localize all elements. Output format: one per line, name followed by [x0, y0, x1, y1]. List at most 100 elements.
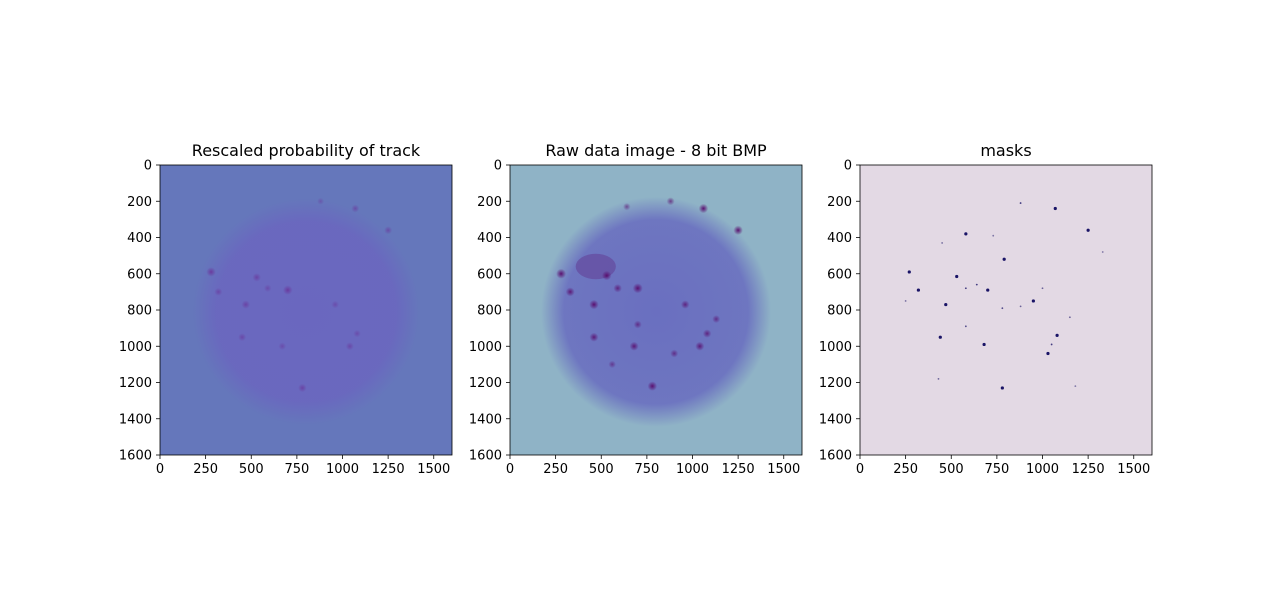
- x-tick-label: 1500: [767, 462, 800, 477]
- y-tick-label: 1600: [819, 449, 852, 464]
- y-tick-label: 1400: [469, 412, 502, 427]
- heatmap-spot: [986, 288, 990, 292]
- heatmap-spot: [1046, 351, 1050, 356]
- y-tick-label: 1200: [819, 376, 852, 391]
- heatmap-image: [510, 165, 802, 455]
- heatmap-spot: [252, 273, 261, 282]
- y-tick-label: 200: [127, 195, 152, 210]
- heatmap-spot: [1101, 251, 1104, 253]
- y-tick-label: 1400: [119, 412, 152, 427]
- heatmap-disc: [541, 196, 771, 427]
- heatmap-spot: [608, 360, 616, 369]
- y-tick-label: 1600: [119, 449, 152, 464]
- heatmap-spot: [1000, 386, 1004, 390]
- heatmap-spot: [345, 342, 354, 351]
- x-tick-label: 750: [284, 462, 309, 477]
- heatmap-image: [860, 165, 1152, 455]
- heatmap-spot: [904, 300, 907, 302]
- heatmap-spot: [937, 377, 940, 380]
- heatmap-spot: [944, 302, 948, 307]
- panel-rescaled-probability: Rescaled probability of track 0 250 500 750…: [119, 141, 453, 477]
- heatmap-spot: [670, 349, 679, 358]
- heatmap-spot: [1001, 307, 1004, 310]
- heatmap-spot: [263, 284, 272, 292]
- heatmap-spot: [317, 197, 325, 205]
- heatmap-spot: [238, 333, 247, 342]
- heatmap-spot: [206, 267, 216, 277]
- heatmap-spot: [1074, 385, 1077, 388]
- heatmap-disc: [192, 198, 420, 425]
- heatmap-spot: [695, 341, 705, 351]
- x-tick-label: 750: [634, 462, 659, 477]
- y-tick-label: 400: [827, 231, 852, 246]
- heatmap-spot: [601, 270, 612, 281]
- heatmap-spot: [955, 274, 959, 279]
- heatmap-spot: [712, 315, 721, 324]
- x-tick-label: 1000: [676, 462, 709, 477]
- heatmap-spot: [351, 204, 360, 213]
- x-tick-label: 1500: [1117, 462, 1150, 477]
- y-tick-label: 1200: [469, 376, 502, 391]
- y-tick-label: 200: [477, 195, 502, 210]
- heatmap-spot: [680, 300, 690, 309]
- heatmap-spot: [556, 268, 567, 279]
- x-tick-label: 500: [589, 462, 614, 477]
- heatmap-spot: [278, 342, 287, 350]
- panel-title: Raw data image - 8 bit BMP: [545, 141, 767, 160]
- x-tick-label: 250: [543, 462, 568, 477]
- x-tick-label: 1000: [326, 462, 359, 477]
- heatmap-spot: [565, 287, 575, 297]
- heatmap-spot: [1019, 202, 1022, 204]
- heatmap-spot: [941, 242, 944, 244]
- x-tick-label: 500: [239, 462, 264, 477]
- heatmap-spot: [1002, 257, 1006, 261]
- y-tick-label: 800: [477, 304, 502, 319]
- y-tick-label: 800: [127, 304, 152, 319]
- heatmap-spot: [975, 283, 978, 286]
- y-tick-label: 1600: [469, 449, 502, 464]
- heatmap-spot: [589, 332, 599, 342]
- heatmap-spot: [353, 329, 361, 338]
- heatmap-spot: [623, 202, 631, 211]
- x-tick-label: 250: [893, 462, 918, 477]
- y-tick-label: 0: [844, 159, 852, 174]
- heatmap-spot: [1031, 299, 1035, 303]
- x-tick-label: 250: [193, 462, 218, 477]
- heatmap-spot: [298, 383, 307, 393]
- heatmap-spot: [1068, 316, 1071, 319]
- heatmap-spot: [982, 342, 986, 347]
- y-tick-label: 400: [477, 231, 502, 246]
- y-tick-label: 1000: [469, 340, 502, 355]
- heatmap-spot: [647, 381, 658, 391]
- heatmap-image: [160, 165, 452, 455]
- heatmap-spot: [1055, 333, 1059, 337]
- heatmap-background: [860, 165, 1152, 455]
- y-tick-label: 1400: [819, 412, 852, 427]
- panel-title: Rescaled probability of track: [192, 141, 421, 160]
- heatmap-spot: [1053, 206, 1057, 211]
- heatmap-spot: [702, 329, 712, 338]
- heatmap-spot: [1050, 343, 1053, 346]
- panel-title: masks: [980, 141, 1031, 160]
- heatmap-spot: [916, 288, 921, 292]
- y-tick-label: 200: [827, 195, 852, 210]
- heatmap-spot: [1019, 305, 1022, 308]
- y-tick-label: 1000: [819, 340, 852, 355]
- heatmap-spot: [1086, 228, 1090, 232]
- y-tick-label: 600: [827, 267, 852, 282]
- y-tick-label: 0: [494, 159, 502, 174]
- heatmap-spot: [733, 225, 743, 235]
- heatmap-spot: [613, 284, 622, 293]
- heatmap-spot: [241, 300, 251, 309]
- heatmap-spot: [632, 283, 643, 294]
- x-tick-label: 1000: [1026, 462, 1059, 477]
- x-tick-label: 1250: [372, 462, 405, 477]
- y-tick-label: 1000: [119, 340, 152, 355]
- heatmap-spot: [629, 341, 639, 351]
- heatmap-spot: [214, 287, 223, 296]
- x-tick-label: 1500: [417, 462, 450, 477]
- heatmap-spot: [384, 226, 393, 235]
- heatmap-spot: [331, 300, 339, 309]
- x-tick-label: 750: [984, 462, 1009, 477]
